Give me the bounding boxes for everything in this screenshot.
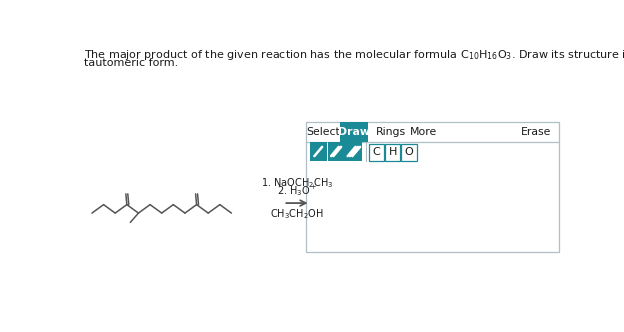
Text: C: C [373,147,380,157]
Text: Erase: Erase [520,127,551,137]
Text: 2. H$_3$O$^+$: 2. H$_3$O$^+$ [276,183,317,198]
Text: The major product of the given reaction has the molecular formula $\mathregular{: The major product of the given reaction … [84,48,624,62]
Bar [369,144,384,161]
Text: O: O [404,147,413,157]
Text: Draw: Draw [338,127,370,137]
Text: Rings: Rings [376,127,406,137]
Bar [401,144,417,161]
Text: More: More [410,127,437,137]
Text: H: H [389,147,397,157]
Text: Select: Select [306,127,340,137]
Bar [385,144,401,161]
Bar [345,142,363,161]
Text: CH$_3$CH$_2$OH: CH$_3$CH$_2$OH [270,207,324,221]
Text: tautomeric form.: tautomeric form. [84,58,178,68]
Bar [306,122,558,252]
Text: 1. NaOCH$_2$CH$_3$: 1. NaOCH$_2$CH$_3$ [261,176,333,190]
Bar [340,122,368,142]
Bar [328,142,344,161]
Bar [310,142,327,161]
